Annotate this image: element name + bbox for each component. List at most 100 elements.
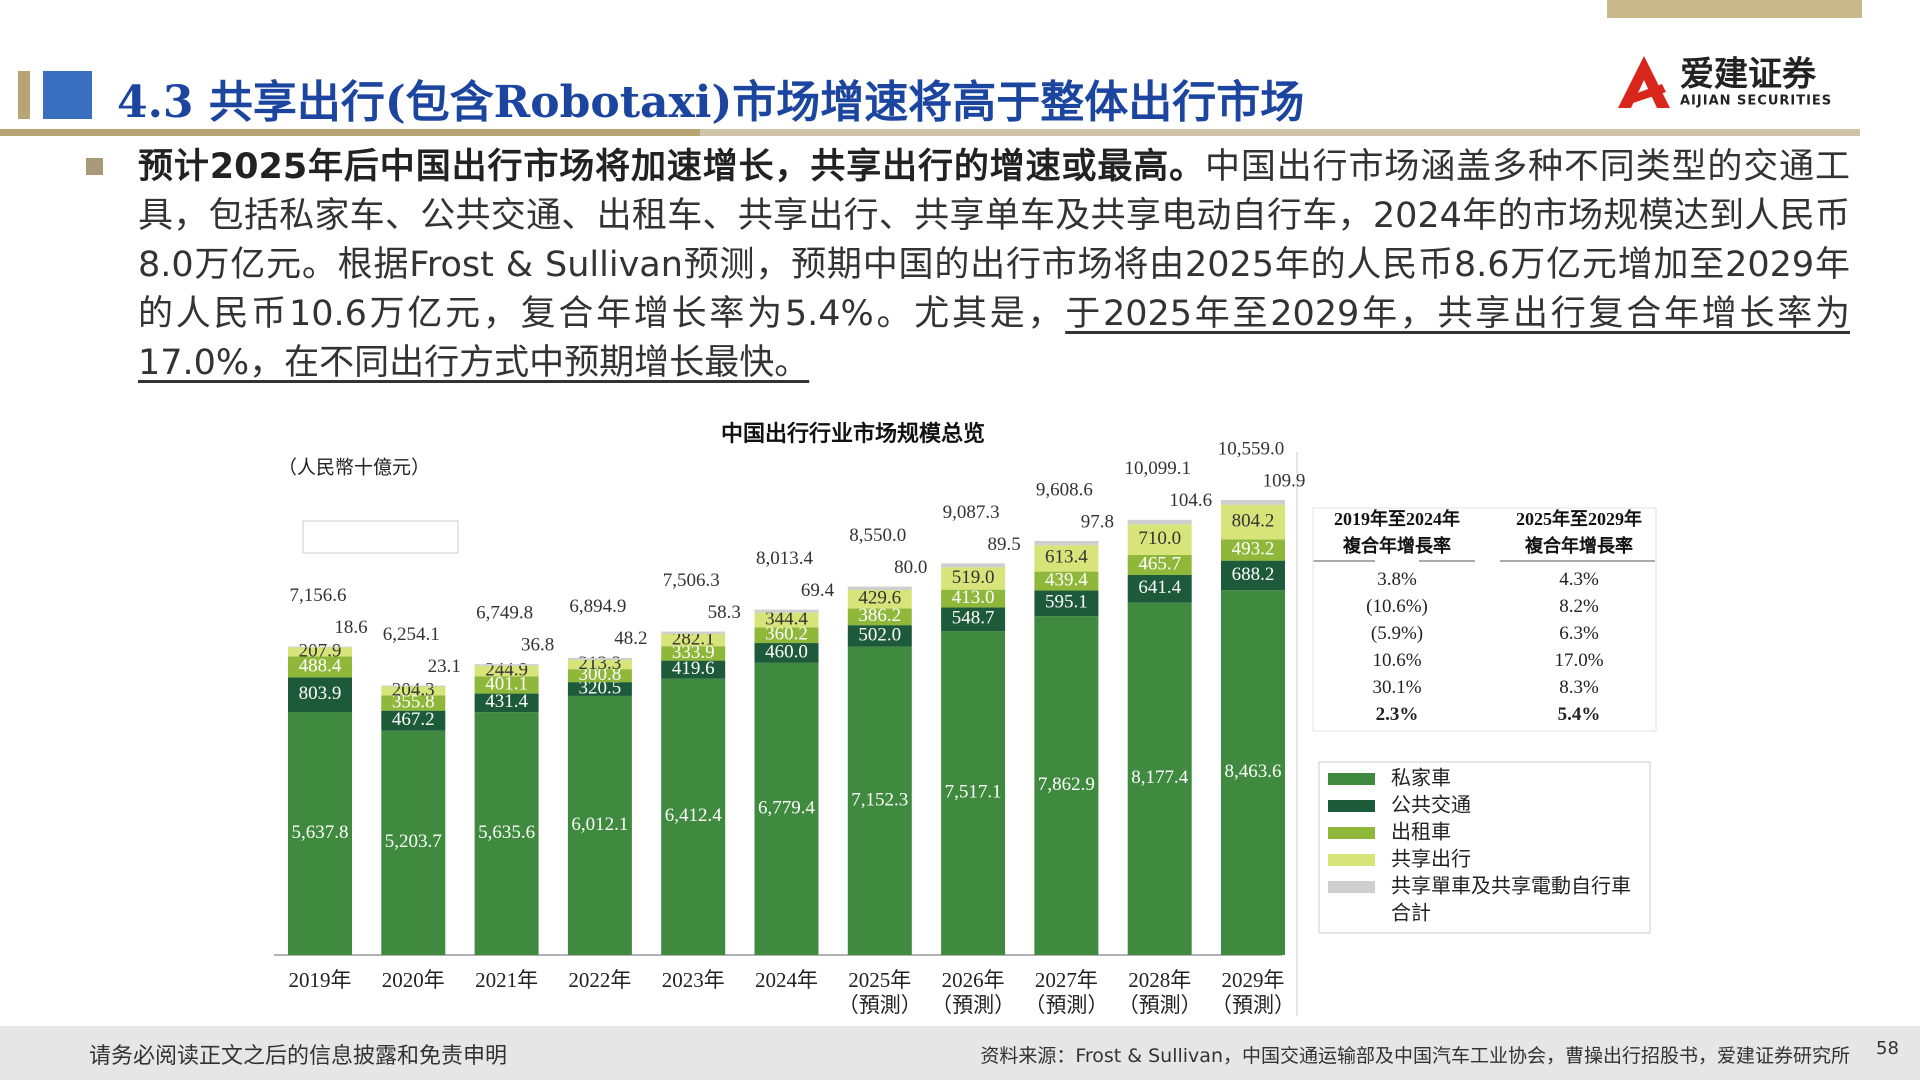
value-label: 6,012.1 (571, 814, 628, 835)
logo-en: AIJIAN SECURITIES (1680, 94, 1832, 109)
value-label: 23.1 (428, 656, 461, 677)
x-tick-label: 2021年 (475, 968, 539, 992)
bar-segment (288, 647, 352, 657)
bar-segment (474, 664, 539, 666)
bar-segment (941, 631, 1006, 955)
value-label: 502.0 (858, 624, 901, 645)
legend-label: 私家車 (1391, 766, 1451, 790)
legend-box (1318, 761, 1651, 934)
bullet-text: 预计2025年后中国出行市场将加速增长，共享出行的增速或最高。中国出行市场涵盖多… (138, 143, 1850, 388)
value-label: 519.0 (952, 567, 995, 588)
value-label: 80.0 (894, 557, 927, 578)
logo-cn: 爱建证券 (1680, 55, 1817, 95)
bold-text: 预计2025年后中国出行市场将加速增长，共享出行的增速或最高。 (138, 147, 1206, 187)
bar-segment (288, 712, 352, 955)
total-label: 7,156.6 (290, 585, 347, 606)
x-tick-label: 2023年 (661, 968, 725, 992)
bar-segment (1221, 560, 1285, 591)
value-label: 69.4 (801, 580, 835, 601)
bar-segment (288, 677, 352, 713)
bar-segment (661, 631, 726, 635)
bar-segment (567, 669, 632, 683)
legend-swatch (1328, 827, 1375, 839)
value-label: 413.0 (952, 587, 995, 608)
table-box (1312, 507, 1657, 732)
value-label: 7,862.9 (1038, 774, 1095, 795)
bar-segment (661, 634, 726, 647)
bar-segment (941, 589, 1006, 608)
total-label: 6,254.1 (383, 624, 440, 645)
table-cell: 3.8% (1377, 569, 1417, 590)
value-label: 320.5 (579, 677, 622, 698)
value-label: 386.2 (858, 605, 901, 626)
bar-segment (288, 646, 352, 648)
bar-segment (1221, 504, 1285, 540)
bar-segment (1127, 602, 1192, 955)
total-label: 7,506.3 (663, 570, 720, 591)
chart-title: 中国出行行业市场规模总览 (721, 421, 985, 447)
bar-segment (1034, 571, 1099, 591)
legend-label: 共享單車及共享電動自行車 (1391, 874, 1631, 898)
value-label: 465.7 (1138, 553, 1181, 574)
total-label: 9,608.6 (1036, 479, 1093, 500)
bar-segment (847, 590, 912, 609)
value-label: 89.5 (987, 534, 1020, 555)
bar-segment (381, 685, 446, 687)
value-label: 97.8 (1081, 511, 1114, 532)
value-label: 333.9 (672, 642, 715, 663)
total-label: 10,559.0 (1218, 438, 1285, 459)
x-tick-label: 2022年 (568, 968, 632, 992)
value-label: 401.1 (485, 673, 528, 694)
bar-segment (474, 693, 539, 713)
bar-segment (1127, 574, 1192, 603)
value-label: 5,635.6 (478, 822, 535, 843)
legend-swatch (1328, 773, 1375, 785)
x-tick-label: 2027年 （預測） (1024, 968, 1109, 1017)
bar-segment (567, 659, 632, 670)
bar-segment (847, 646, 912, 955)
logo-mark-bar (1629, 84, 1666, 103)
value-label: 5,203.7 (385, 831, 442, 852)
value-label: 360.2 (765, 624, 808, 645)
table-cell: 8.3% (1559, 677, 1599, 698)
value-label: 548.7 (952, 608, 995, 629)
value-label: 18.6 (334, 617, 367, 638)
value-label: 419.6 (672, 658, 715, 679)
bar-segment (1127, 524, 1192, 555)
value-label: 300.8 (579, 664, 622, 685)
bar-segment (474, 712, 539, 955)
bar-segment (1221, 539, 1285, 561)
value-label: 688.2 (1232, 564, 1275, 585)
bar-segment (754, 627, 819, 644)
bar-segment (1034, 540, 1099, 546)
value-label: 6,412.4 (665, 805, 723, 826)
source: 资料来源：Frost & Sullivan，中国交通运输部及中国汽车工业协会，曹… (980, 1045, 1850, 1067)
x-tick-label: 2028年 （預測） (1117, 968, 1202, 1017)
bar-segment (1221, 499, 1285, 505)
legend-swatch (1328, 800, 1375, 812)
table-cell: 5.4% (1557, 704, 1601, 725)
total-label: 6,894.9 (569, 596, 626, 617)
bar-segment (381, 730, 446, 955)
total-label: 6,749.8 (476, 603, 533, 624)
value-label: 641.4 (1138, 577, 1181, 598)
unit-label: （人民幣十億元） (278, 457, 430, 479)
value-label: 207.9 (299, 640, 342, 661)
value-label: 244.9 (485, 659, 528, 680)
x-tick-label: 2026年 （預測） (931, 968, 1016, 1017)
slide-title: 4.3 共享出行(包含Robotaxi)市场增速将高于整体出行市场 (117, 77, 1305, 128)
bar-segment (754, 662, 819, 955)
value-label: 36.8 (521, 635, 554, 656)
bar-segment (754, 643, 819, 663)
bar-segment (661, 660, 726, 679)
bar-segment (1034, 616, 1099, 955)
legend-swatch (1328, 881, 1375, 893)
table-cell: 6.3% (1559, 623, 1599, 644)
bar-segment (1127, 519, 1192, 525)
value-label: 595.1 (1045, 592, 1088, 613)
page-number: 58 (1876, 1038, 1899, 1059)
top-accent (1607, 0, 1862, 18)
value-label: 493.2 (1232, 538, 1275, 559)
body-text: 中国出行市场涵盖多种不同类型的交通工具，包括私家车、公共交通、出租车、共享出行、… (138, 147, 1850, 334)
